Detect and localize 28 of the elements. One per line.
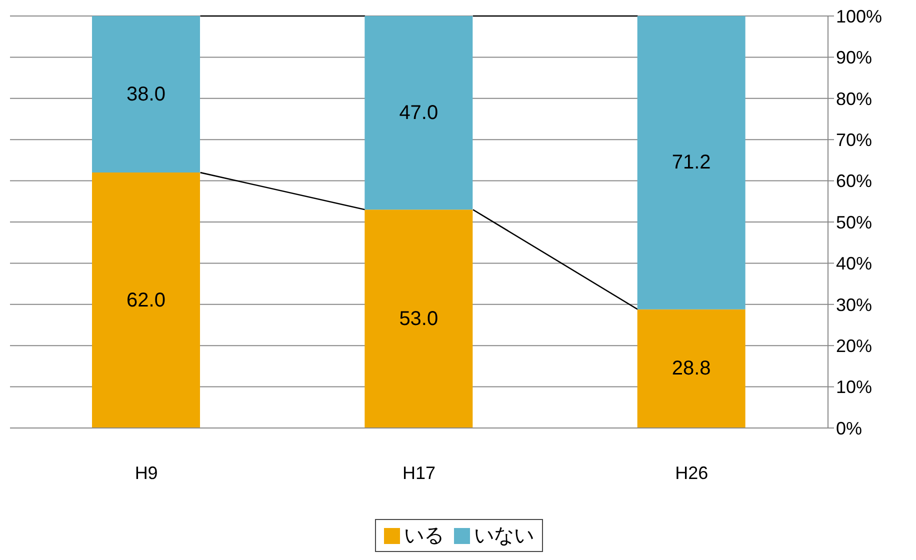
x-tick-label: H17 xyxy=(402,462,436,483)
data-label: 38.0 xyxy=(126,83,166,106)
data-label: 28.8 xyxy=(672,358,711,380)
legend-label: いない xyxy=(473,522,534,549)
y-tick-label: 70% xyxy=(836,130,872,150)
bar xyxy=(92,16,200,173)
y-tick-label: 100% xyxy=(836,6,882,26)
bar xyxy=(364,16,473,210)
y-tick-label: 60% xyxy=(836,171,872,192)
bar xyxy=(637,309,746,428)
bar xyxy=(92,172,200,428)
data-label: 53.0 xyxy=(399,308,438,330)
y-tick-label: 50% xyxy=(836,212,872,232)
y-tick-label: 40% xyxy=(836,254,872,274)
y-tick-label: 10% xyxy=(836,377,872,398)
y-tick-label: 20% xyxy=(836,336,872,356)
x-tick-label: H26 xyxy=(675,462,708,483)
data-label: 71.2 xyxy=(672,152,711,174)
bar xyxy=(637,16,746,310)
y-tick-label: 0% xyxy=(836,418,862,438)
legend-label: いる xyxy=(403,522,444,549)
y-tick-label: 90% xyxy=(836,48,872,68)
y-tick-label: 80% xyxy=(836,88,872,109)
data-label: 47.0 xyxy=(399,102,438,124)
x-tick-label: H9 xyxy=(134,462,158,483)
y-tick-label: 30% xyxy=(836,294,872,315)
data-label: 62.0 xyxy=(126,289,166,312)
bar xyxy=(364,210,473,428)
